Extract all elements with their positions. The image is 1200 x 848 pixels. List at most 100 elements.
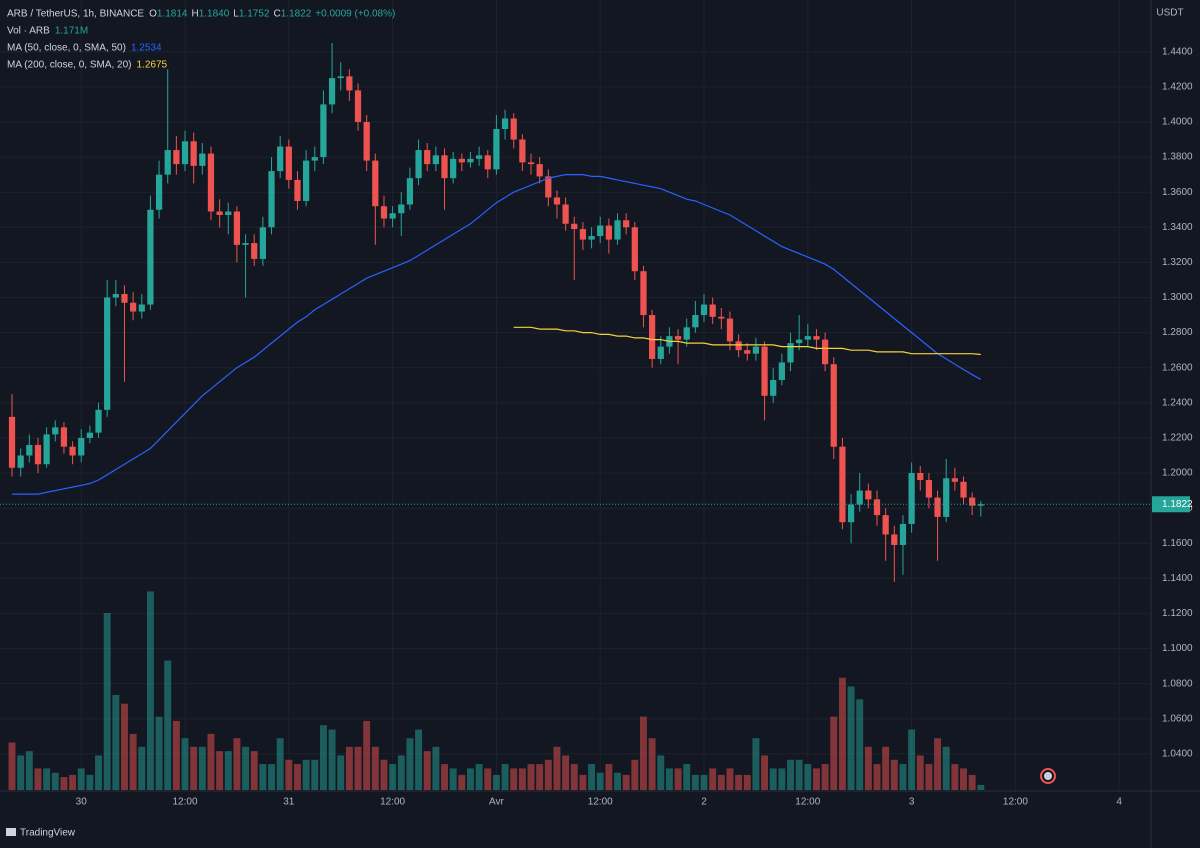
- candle-body: [424, 150, 431, 165]
- volume-bar: [951, 764, 959, 790]
- volume-bar: [77, 768, 85, 790]
- candle-body: [588, 236, 595, 240]
- candle-body: [294, 179, 301, 201]
- candle-body: [640, 271, 647, 316]
- candle-body: [873, 499, 881, 516]
- x-tick-label: 30: [76, 797, 88, 808]
- candle-body: [233, 211, 241, 245]
- volume-bar: [302, 759, 310, 790]
- candle-body: [173, 150, 180, 165]
- candle-body: [415, 150, 422, 179]
- volume-bar: [129, 733, 137, 790]
- volume-bar: [389, 764, 397, 790]
- price-pane: [0, 43, 1150, 582]
- candle-body: [476, 155, 483, 159]
- candle-body: [406, 178, 414, 205]
- ma-legend-value: 1.2675: [137, 60, 168, 71]
- y-axis-label: USDT: [1156, 8, 1183, 19]
- volume-bar: [164, 660, 172, 790]
- volume-bar: [579, 774, 587, 790]
- volume-bar: [882, 746, 890, 790]
- volume-bar: [752, 738, 760, 790]
- volume-bar: [856, 699, 864, 790]
- candle-body: [519, 139, 526, 163]
- volume-bar: [536, 764, 544, 790]
- candle-body: [467, 158, 474, 163]
- volume-bar: [86, 774, 94, 790]
- volume-bar: [925, 764, 933, 790]
- candle-body: [796, 339, 803, 344]
- volume-bar: [449, 768, 457, 790]
- volume-bar: [138, 746, 146, 790]
- ohlc-key: O: [149, 9, 157, 20]
- x-tick-label: 12:00: [173, 797, 198, 808]
- legend-title: ARB / TetherUS, 1h, BINANCE: [7, 9, 144, 20]
- volume-bar: [224, 751, 232, 790]
- volume-bar: [337, 755, 345, 790]
- candle-body: [787, 343, 794, 363]
- volume-bar: [717, 774, 725, 790]
- volume-bar: [207, 733, 215, 790]
- volume-bar: [233, 738, 241, 790]
- candle-body: [804, 336, 811, 340]
- y-tick-label: 1.1400: [1162, 573, 1193, 584]
- volume-bar: [778, 768, 786, 790]
- volume-bar: [562, 755, 570, 790]
- volume-bar: [726, 768, 734, 790]
- candle-body: [856, 490, 863, 505]
- volume-bar: [899, 764, 907, 790]
- volume-bar: [657, 755, 665, 790]
- candle-body: [138, 304, 145, 312]
- volume-bar: [761, 755, 769, 790]
- volume-bar: [69, 774, 77, 790]
- ohlc-key: L: [233, 9, 239, 20]
- moving-average-line: [12, 174, 982, 495]
- candle-body: [571, 223, 578, 230]
- candle-body: [813, 336, 820, 340]
- y-tick-label: 1.4000: [1162, 117, 1193, 128]
- candle-body: [752, 346, 760, 354]
- last-price-box: [1152, 496, 1190, 513]
- candle-body: [60, 427, 68, 447]
- volume-bar: [640, 716, 647, 790]
- candle-body: [501, 118, 509, 130]
- candle-body: [545, 176, 552, 198]
- candle-body: [86, 432, 93, 438]
- candle-body: [917, 473, 924, 481]
- x-tick-label: 2: [701, 797, 707, 808]
- candle-body: [303, 160, 310, 201]
- y-tick-label: 1.2400: [1162, 397, 1193, 408]
- volume-bar: [432, 746, 440, 790]
- volume-bar: [380, 759, 388, 790]
- candle-body: [623, 220, 630, 228]
- volume-bar: [363, 720, 371, 790]
- candle-body: [450, 158, 457, 179]
- candle-body: [674, 336, 682, 340]
- volume-bar: [510, 768, 518, 790]
- candle-body: [190, 141, 197, 166]
- volume-bar: [518, 768, 526, 790]
- volume-bar: [960, 768, 967, 790]
- volume-bar: [25, 751, 33, 790]
- volume-bar: [674, 768, 682, 790]
- x-tick-label: Avr: [489, 797, 504, 808]
- candle-body: [709, 304, 716, 317]
- volume-bar: [890, 759, 898, 790]
- volume-bar: [769, 768, 777, 790]
- candle-body: [484, 155, 491, 170]
- y-tick-label: 1.3600: [1162, 187, 1193, 198]
- volume-bar: [830, 716, 838, 790]
- volume-bar: [415, 729, 423, 790]
- y-tick-label: 1.0800: [1162, 678, 1193, 689]
- volume-bar: [172, 720, 180, 790]
- candle-body: [52, 427, 59, 435]
- volume-bar: [146, 591, 154, 790]
- y-tick-label: 1.0400: [1162, 748, 1193, 759]
- candle-body: [536, 164, 543, 177]
- volume-bar: [294, 764, 301, 790]
- volume-bar: [735, 774, 743, 790]
- volume-bar: [527, 764, 535, 790]
- candle-body: [744, 350, 751, 354]
